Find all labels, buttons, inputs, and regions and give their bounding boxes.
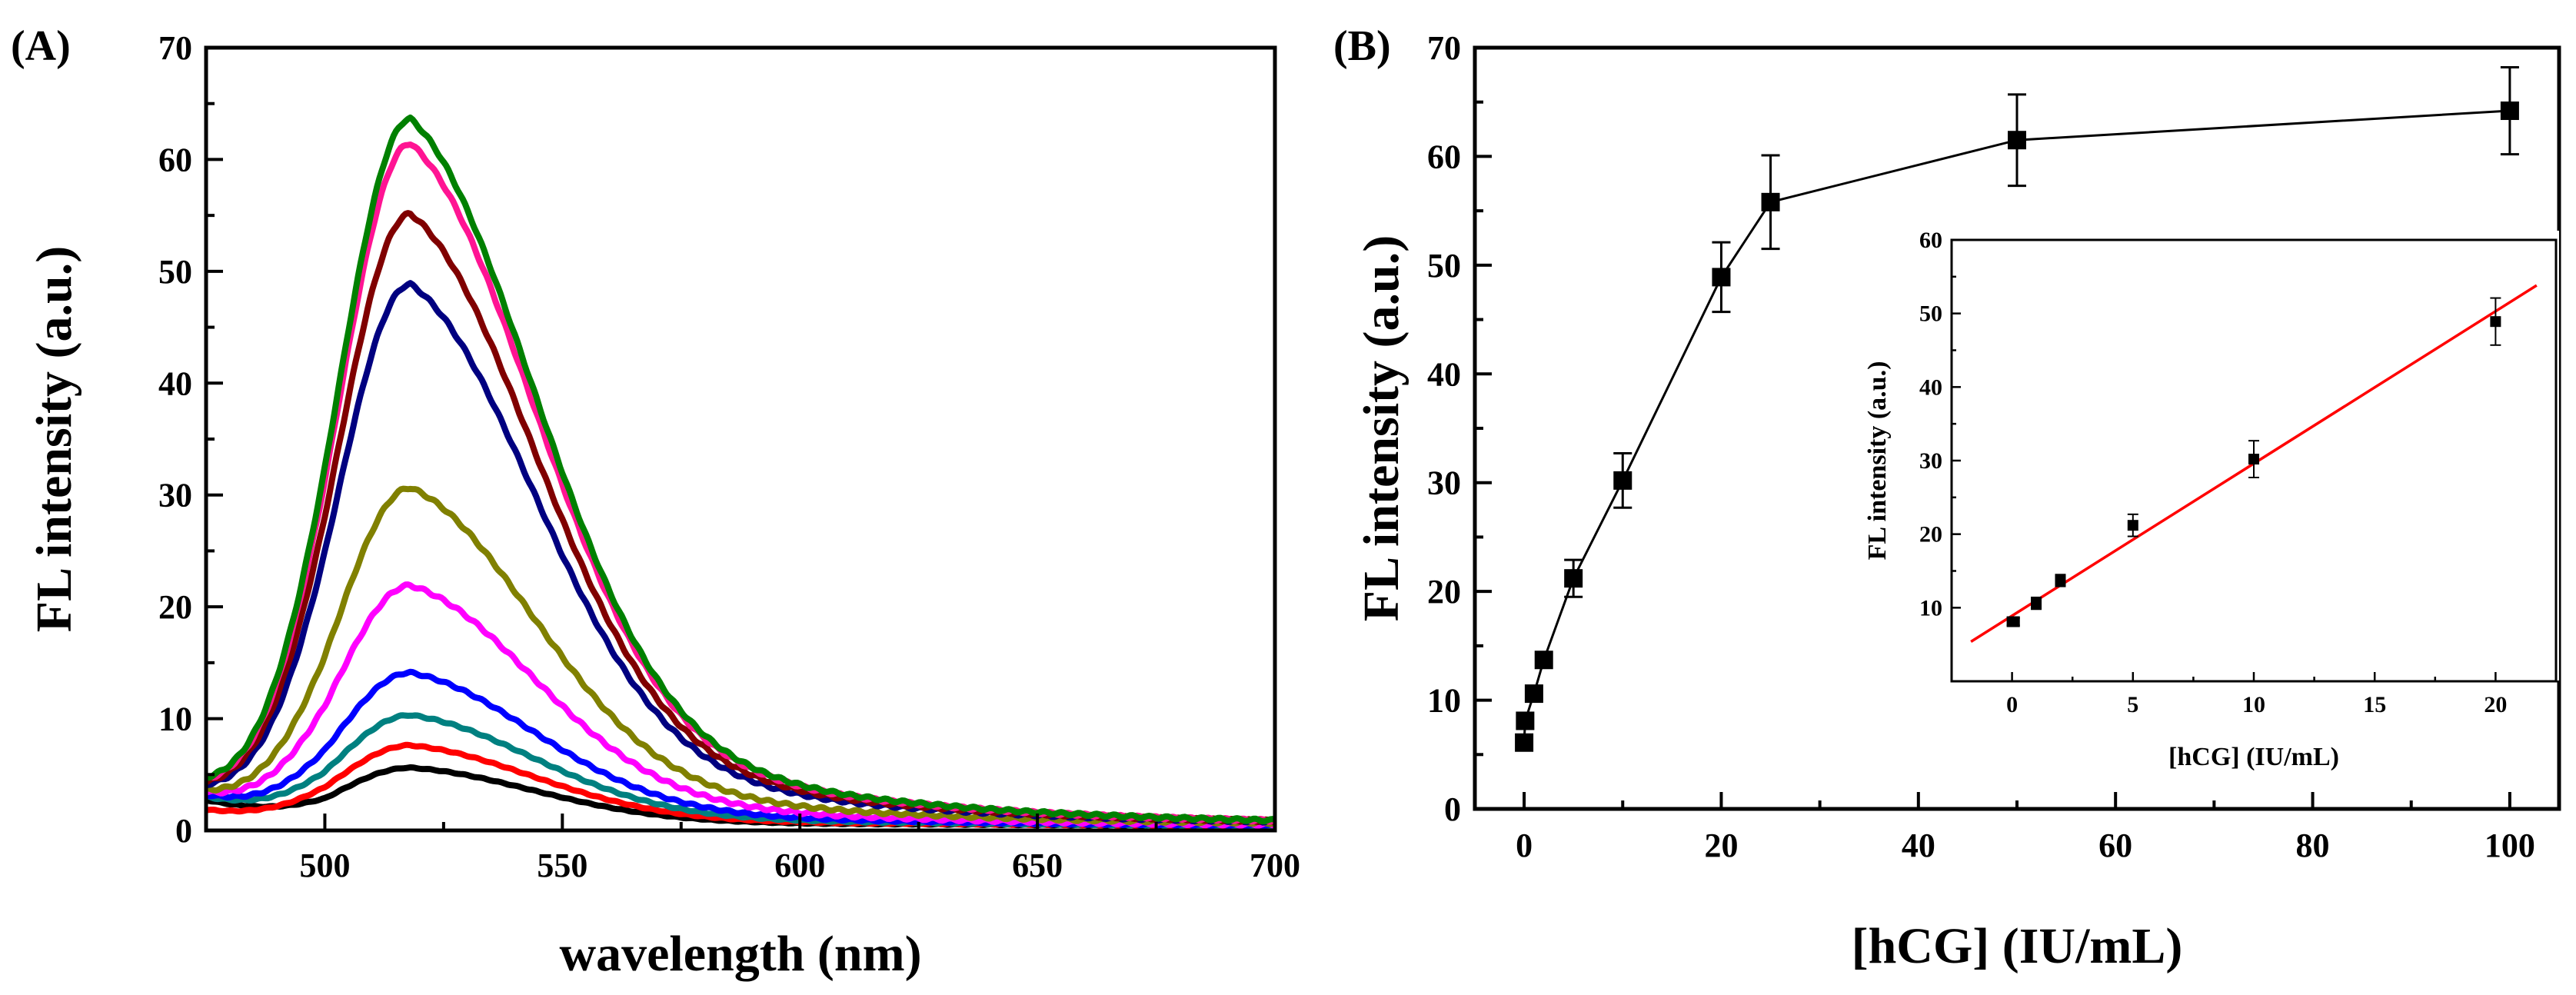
panel-b-xtick-label: 100 (2484, 827, 2535, 864)
inset-ytick-label: 10 (1919, 595, 1942, 621)
panel-b-point (1564, 569, 1583, 588)
inset-background (1930, 231, 2559, 681)
inset-ytick-label: 60 (1919, 228, 1942, 253)
inset-xtick-label: 0 (2006, 692, 2018, 717)
panel-a-ylabel: FL intensity (a.u.) (26, 246, 82, 632)
inset-point (2248, 454, 2259, 465)
panel-a-xtick-label: 650 (1012, 847, 1063, 884)
panel-b-ytick-label: 0 (1444, 790, 1461, 828)
panel-b-point (1534, 651, 1553, 670)
panel-b-ytick-label: 20 (1427, 573, 1461, 611)
inset-ytick-label: 50 (1919, 301, 1942, 327)
panel-a-xtick-label: 600 (774, 847, 825, 884)
panel-b-ytick-label: 60 (1427, 138, 1461, 175)
panel-b-xtick-label: 60 (2098, 827, 2132, 864)
inset-point (2031, 597, 2042, 609)
inset-xlabel: [hCG] (IU/mL) (2168, 743, 2339, 771)
panel-a-xtick-label: 550 (537, 847, 587, 884)
inset-ytick-label: 20 (1919, 522, 1942, 547)
inset: 0 5 10 15 20 10 20 30 40 50 60 [hCG] (IU/mL) FL in… (1863, 228, 2559, 771)
panel-b-point (1613, 471, 1632, 490)
inset-ytick-label: 40 (1919, 374, 1942, 400)
inset-point (2009, 616, 2020, 627)
panel-a-ytick-label: 10 (158, 700, 192, 738)
panel-a-xlabel: wavelength (nm) (559, 926, 921, 982)
inset-xtick-label: 5 (2127, 692, 2138, 717)
inset-xtick-label: 10 (2242, 692, 2265, 717)
panel-b-xtick-label: 40 (1902, 827, 1935, 864)
panel-b-point (2500, 101, 2519, 121)
inset-ylabel: FL intensity (a.u.) (1863, 361, 1892, 561)
panel-a-ytick-label: 20 (158, 588, 192, 626)
panel-b-label: (B) (1333, 22, 1391, 70)
inset-ytick-label: 30 (1919, 448, 1942, 474)
panel-b-xtick-label: 20 (1704, 827, 1738, 864)
panel-b-xtick-label: 80 (2296, 827, 2330, 864)
inset-point (2055, 574, 2066, 586)
panel-a-ytick-label: 60 (158, 141, 192, 178)
panel-b-series-line (1523, 109, 2510, 743)
panel-b-point (2008, 131, 2026, 150)
panel-a: (A) 500 550 600 650 700 0 10 20 30 40 50 60 70 wavel… (11, 22, 1300, 982)
panel-a-frame (204, 45, 1277, 833)
panel-a-xtick-label: 500 (299, 847, 350, 884)
inset-xtick-label: 15 (2363, 692, 2386, 717)
inset-ticks: 0 5 10 15 20 10 20 30 40 50 60 (1919, 228, 2507, 717)
panel-b-point (1712, 268, 1731, 287)
panel-b-point (1515, 733, 1534, 752)
panel-b-xtick-label: 0 (1516, 827, 1533, 864)
panel-a-xtick-label: 700 (1250, 847, 1300, 884)
panel-b-xlabel: [hCG] (IU/mL) (1852, 918, 2183, 974)
panel-b-point (1516, 711, 1535, 730)
panel-a-ytick-label: 40 (158, 364, 192, 402)
inset-data (1970, 284, 2538, 644)
panel-a-ytick-label: 70 (158, 29, 192, 67)
panel-b-ytick-label: 50 (1427, 247, 1461, 285)
panel-a-curves (204, 115, 1276, 830)
panel-b-ytick-label: 40 (1427, 355, 1461, 393)
panel-b-data (1515, 65, 2519, 752)
panel-b-ylabel: FL intensity (a.u.) (1353, 235, 1409, 621)
panel-a-ytick-label: 30 (158, 477, 192, 514)
panel-b-point (1524, 684, 1543, 704)
spectrum-100-iu-ml (205, 115, 1276, 825)
inset-xtick-label: 20 (2484, 692, 2507, 717)
panel-b-ytick-label: 30 (1427, 464, 1461, 502)
panel-a-label: (A) (11, 22, 71, 70)
spectrum-20-iu-ml (205, 280, 1276, 826)
spectrum-10-iu-ml (205, 485, 1276, 827)
panel-b-ytick-label: 10 (1427, 682, 1461, 720)
panel-b-ytick-label: 70 (1427, 29, 1461, 67)
inset-point (2127, 520, 2138, 531)
panel-a-ticks: 500 550 600 650 700 0 10 20 30 40 50 60 70 (158, 29, 1300, 884)
panel-b-point (1761, 192, 1780, 211)
panel-a-ytick-label: 50 (158, 253, 192, 291)
spectrum-5-iu-ml (205, 581, 1276, 829)
inset-point (2490, 316, 2501, 328)
panel-a-ytick-label: 0 (175, 812, 192, 850)
